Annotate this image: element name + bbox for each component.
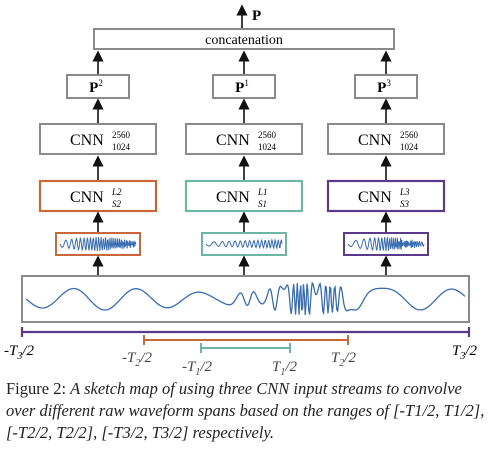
mini-waveform	[347, 236, 425, 252]
branch-sup: L2	[111, 187, 122, 197]
label-mid-right: T2/2	[331, 350, 357, 369]
cnn-2560-1024-box	[185, 123, 303, 155]
p3-box	[354, 74, 418, 99]
branch-sup: L3	[399, 187, 410, 197]
cnn-sup: 2560	[258, 130, 277, 140]
label-outer-left: -T3/2	[4, 343, 35, 362]
cnn-2560-1024-label: CNN	[358, 132, 392, 149]
mini-waveform	[59, 236, 137, 252]
branch-sub: S3	[400, 199, 410, 209]
raw-waveform	[25, 281, 466, 316]
label-inner-right: T1/2	[272, 359, 298, 375]
timeline-outer	[20, 327, 471, 337]
timeline-inner	[200, 343, 291, 353]
cnn-2560-1024-label: CNN	[70, 132, 104, 149]
cnn-branch-label: CNN	[70, 189, 104, 206]
cnn-branch-label: CNN	[216, 189, 250, 206]
figure-caption: Figure 2: A sketch map of using three CN…	[6, 378, 490, 444]
cnn-branch-label: CNN	[358, 189, 392, 206]
label-mid-left: -T2/2	[122, 350, 153, 369]
concatenation-label: concatenation	[205, 33, 283, 48]
cropped-waveform-box	[343, 232, 429, 256]
cnn-sub: 1024	[258, 142, 277, 152]
mini-waveform	[205, 238, 283, 250]
branch-sub: S1	[258, 199, 267, 209]
timeline-mid	[143, 335, 349, 345]
label-inner-left: -T1/2	[182, 359, 213, 375]
cnn-sub: 1024	[400, 142, 419, 152]
caption-prefix: Figure 2:	[6, 379, 67, 398]
cnn-branch-box	[38, 179, 158, 213]
p2-box	[66, 74, 130, 99]
cnn-sub: 1024	[112, 142, 131, 152]
p1-box	[212, 74, 276, 99]
raw-waveform-box	[21, 275, 470, 323]
cnn-2560-1024-box	[327, 123, 445, 155]
cnn-sup: 2560	[112, 130, 131, 140]
cnn-branch-box	[184, 179, 304, 213]
label-outer-right: T3/2	[452, 343, 478, 362]
cnn-branch-box	[326, 179, 446, 213]
cnn-sup: 2560	[400, 130, 419, 140]
concatenation-box	[93, 28, 395, 50]
output-symbol: P	[252, 8, 261, 24]
branch-sup: L1	[257, 187, 268, 197]
cnn-2560-1024-label: CNN	[216, 132, 250, 149]
cnn-2560-1024-box	[39, 123, 157, 155]
branch-sub: S2	[112, 199, 122, 209]
caption-text: A sketch map of using three CNN input st…	[6, 379, 485, 442]
